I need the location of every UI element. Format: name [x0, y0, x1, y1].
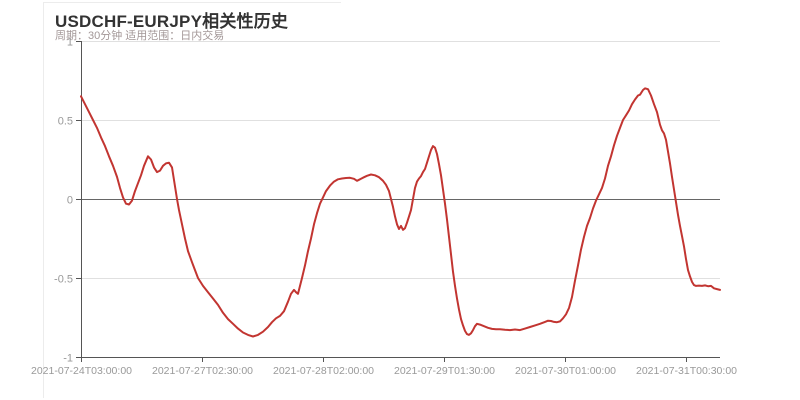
x-tick-label: 2021-07-24T03:00:00: [31, 365, 132, 377]
y-tick-label: -0.5: [54, 274, 73, 286]
chart-title: USDCHF-EURJPY相关性历史: [55, 12, 289, 31]
x-tick-label: 2021-07-31T00:30:00: [636, 365, 737, 377]
x-tick-label: 2021-07-29T01:30:00: [394, 365, 495, 377]
x-tick-label: 2021-07-28T02:00:00: [273, 365, 374, 377]
chart-subtitle: 周期：30分钟 适用范围：日内交易: [55, 30, 225, 42]
panel-left-border: [43, 2, 44, 398]
y-tick-label: 1: [67, 37, 73, 49]
y-tick-label: 0: [67, 195, 73, 207]
panel-top-border: [43, 2, 341, 3]
y-tick-label: -1: [63, 353, 73, 365]
series-line: [80, 87, 721, 338]
x-tick-label: 2021-07-27T02:30:00: [152, 365, 253, 377]
x-tick-label: 2021-07-30T01:00:00: [515, 365, 616, 377]
y-tick-label: 0.5: [58, 116, 73, 128]
